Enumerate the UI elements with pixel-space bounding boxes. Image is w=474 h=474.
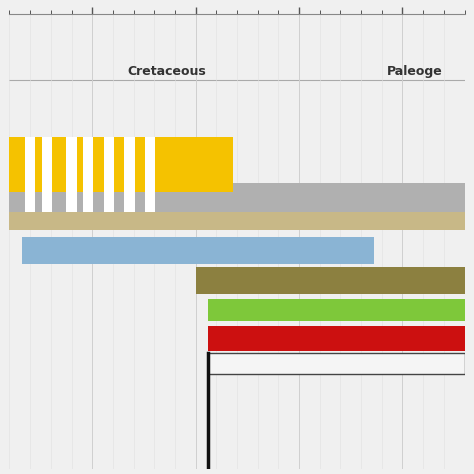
Bar — [42, 137, 52, 191]
Text: Cretaceous: Cretaceous — [128, 64, 206, 78]
Text: Paleoge: Paleoge — [387, 64, 443, 78]
Bar — [42, 182, 52, 212]
Bar — [83, 137, 93, 191]
Bar — [208, 299, 465, 321]
Bar — [22, 237, 374, 264]
Bar — [83, 182, 93, 212]
Bar — [66, 137, 77, 191]
Bar — [66, 182, 77, 212]
Bar — [145, 182, 155, 212]
Bar — [9, 203, 465, 230]
Bar — [9, 182, 465, 212]
Bar — [25, 182, 36, 212]
Bar — [124, 137, 135, 191]
Bar — [196, 267, 465, 294]
Bar — [25, 137, 36, 191]
Bar — [104, 137, 114, 191]
Bar — [208, 326, 465, 351]
Bar — [208, 353, 465, 374]
Bar — [145, 137, 155, 191]
Bar — [9, 137, 233, 191]
Bar — [104, 182, 114, 212]
Bar — [124, 182, 135, 212]
